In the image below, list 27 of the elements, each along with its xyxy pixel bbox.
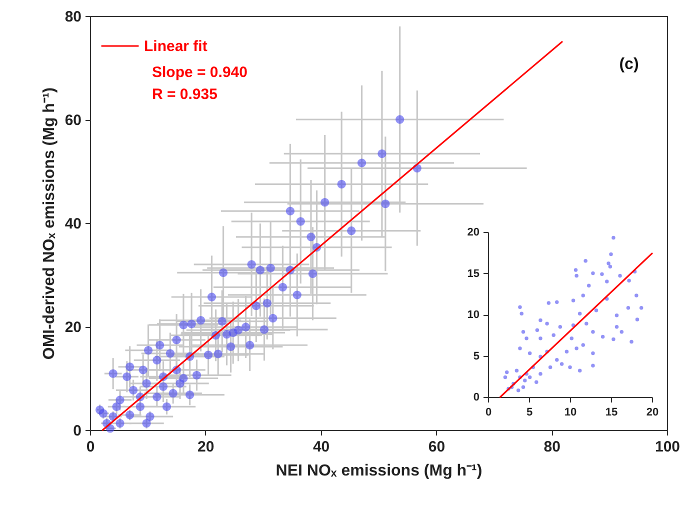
y-tick-label: 40 bbox=[64, 216, 82, 232]
y-tick-label: 60 bbox=[64, 112, 82, 129]
x-tick-label: 0 bbox=[485, 406, 492, 418]
y-tick-label: 80 bbox=[64, 8, 82, 26]
x-tick-label: 80 bbox=[544, 438, 560, 456]
x-tick-label: 40 bbox=[312, 438, 330, 456]
x-tick-label: 20 bbox=[198, 438, 214, 456]
x-tick-label: 0 bbox=[86, 438, 95, 456]
y-tick-label: 20 bbox=[64, 319, 82, 336]
x-axis-title: NEI NOₓ emissions (Mg h⁻¹) bbox=[276, 462, 482, 480]
y-tick-label: 0 bbox=[473, 392, 480, 404]
x-tick-label: 10 bbox=[564, 406, 577, 418]
annotation: R = 0.935 bbox=[152, 86, 218, 103]
y-tick-label: 5 bbox=[473, 350, 480, 362]
y-tick-label: 0 bbox=[73, 422, 82, 440]
annotation: Slope = 0.940 bbox=[152, 64, 248, 81]
x-tick-label: 60 bbox=[428, 438, 446, 456]
x-tick-label: 100 bbox=[654, 438, 680, 456]
y-tick-label: 20 bbox=[467, 226, 480, 238]
x-tick-label: 5 bbox=[526, 406, 533, 418]
y-tick-label: 10 bbox=[467, 309, 480, 321]
annotation: (c) bbox=[619, 56, 639, 73]
legend-label: Linear fit bbox=[144, 38, 208, 55]
y-axis-title: OMI-derived NOₓ emissions (Mg h⁻¹) bbox=[40, 87, 58, 360]
x-tick-label: 20 bbox=[646, 406, 659, 418]
y-tick-label: 15 bbox=[467, 268, 480, 280]
x-tick-label: 15 bbox=[605, 406, 618, 418]
